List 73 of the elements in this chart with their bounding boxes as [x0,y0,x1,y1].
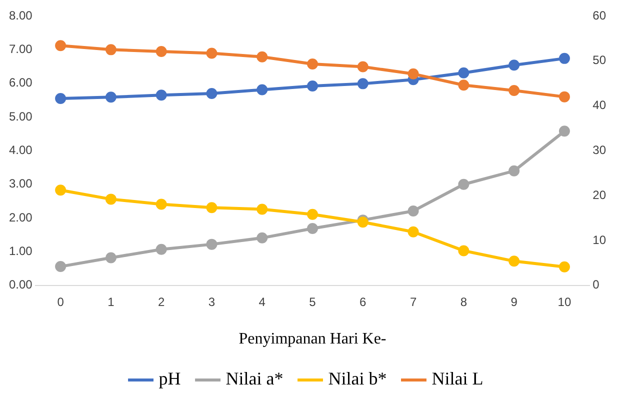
x-tick-label: 10 [558,294,572,309]
y2-tick-label: 40 [592,98,606,112]
legend-label: pH [158,368,181,389]
legend-label: Nilai a* [226,368,284,389]
x-tick-label: 3 [208,294,216,309]
y2-tick-label: 20 [592,188,606,202]
legend-label: Nilai b* [328,368,387,389]
point [357,61,368,72]
point [206,202,218,214]
point [307,58,318,70]
point [256,232,268,244]
point [55,40,66,52]
x-axis-title: Penyimpanan Hari Ke- [238,330,386,348]
point [256,84,268,96]
x-tick-label: 0 [57,294,64,309]
point [558,126,570,137]
point [458,80,470,91]
point [508,85,520,96]
y2-tick-label: 10 [592,232,606,247]
point [105,44,116,56]
point [307,222,318,234]
y-tick-label: 3.00 [8,176,33,191]
point [105,194,116,205]
point [55,184,66,196]
point [508,256,520,267]
x-tick-label: 5 [309,294,316,309]
x-tick-label: 8 [460,294,468,309]
point [408,68,419,80]
y2-tick-label: 0 [592,278,600,292]
point [256,51,268,62]
point [357,78,368,90]
x-tick-label: 4 [258,294,266,309]
x-tick-label: 1 [108,294,115,309]
point [206,88,218,99]
point [156,244,167,255]
point [558,261,570,272]
y-tick-label: 7.00 [8,42,33,56]
x-tick-label: 6 [360,294,367,309]
y-tick-label: 1.00 [8,244,33,258]
point [105,92,116,103]
point [156,198,167,210]
y2-tick-label: 60 [592,8,606,22]
point [307,80,318,92]
y2-tick-label: 50 [592,53,606,68]
point [105,252,116,264]
point [156,46,167,57]
point [458,245,470,256]
point [206,238,218,250]
point [156,90,167,101]
point [256,204,268,215]
point [55,93,66,104]
x-tick-label: 7 [410,294,417,309]
y-tick-label: 2.00 [8,210,33,224]
y-tick-label: 5.00 [8,109,33,124]
legend-label: Nilai L [432,368,484,389]
x-tick-label: 9 [510,294,518,309]
y2-tick-label: 30 [592,143,606,158]
point [408,226,419,238]
point [206,48,218,59]
point [55,261,66,272]
point [458,178,470,190]
y-tick-label: 6.00 [8,76,33,90]
point [508,165,520,176]
point [408,205,419,216]
y-tick-label: 0.00 [8,278,33,292]
point [558,91,570,102]
point [307,208,318,220]
point [508,60,520,71]
point [558,52,570,64]
y-tick-label: 8.00 [8,8,33,22]
point [458,67,470,78]
x-tick-label: 2 [158,294,165,309]
y-tick-label: 4.00 [8,143,33,158]
